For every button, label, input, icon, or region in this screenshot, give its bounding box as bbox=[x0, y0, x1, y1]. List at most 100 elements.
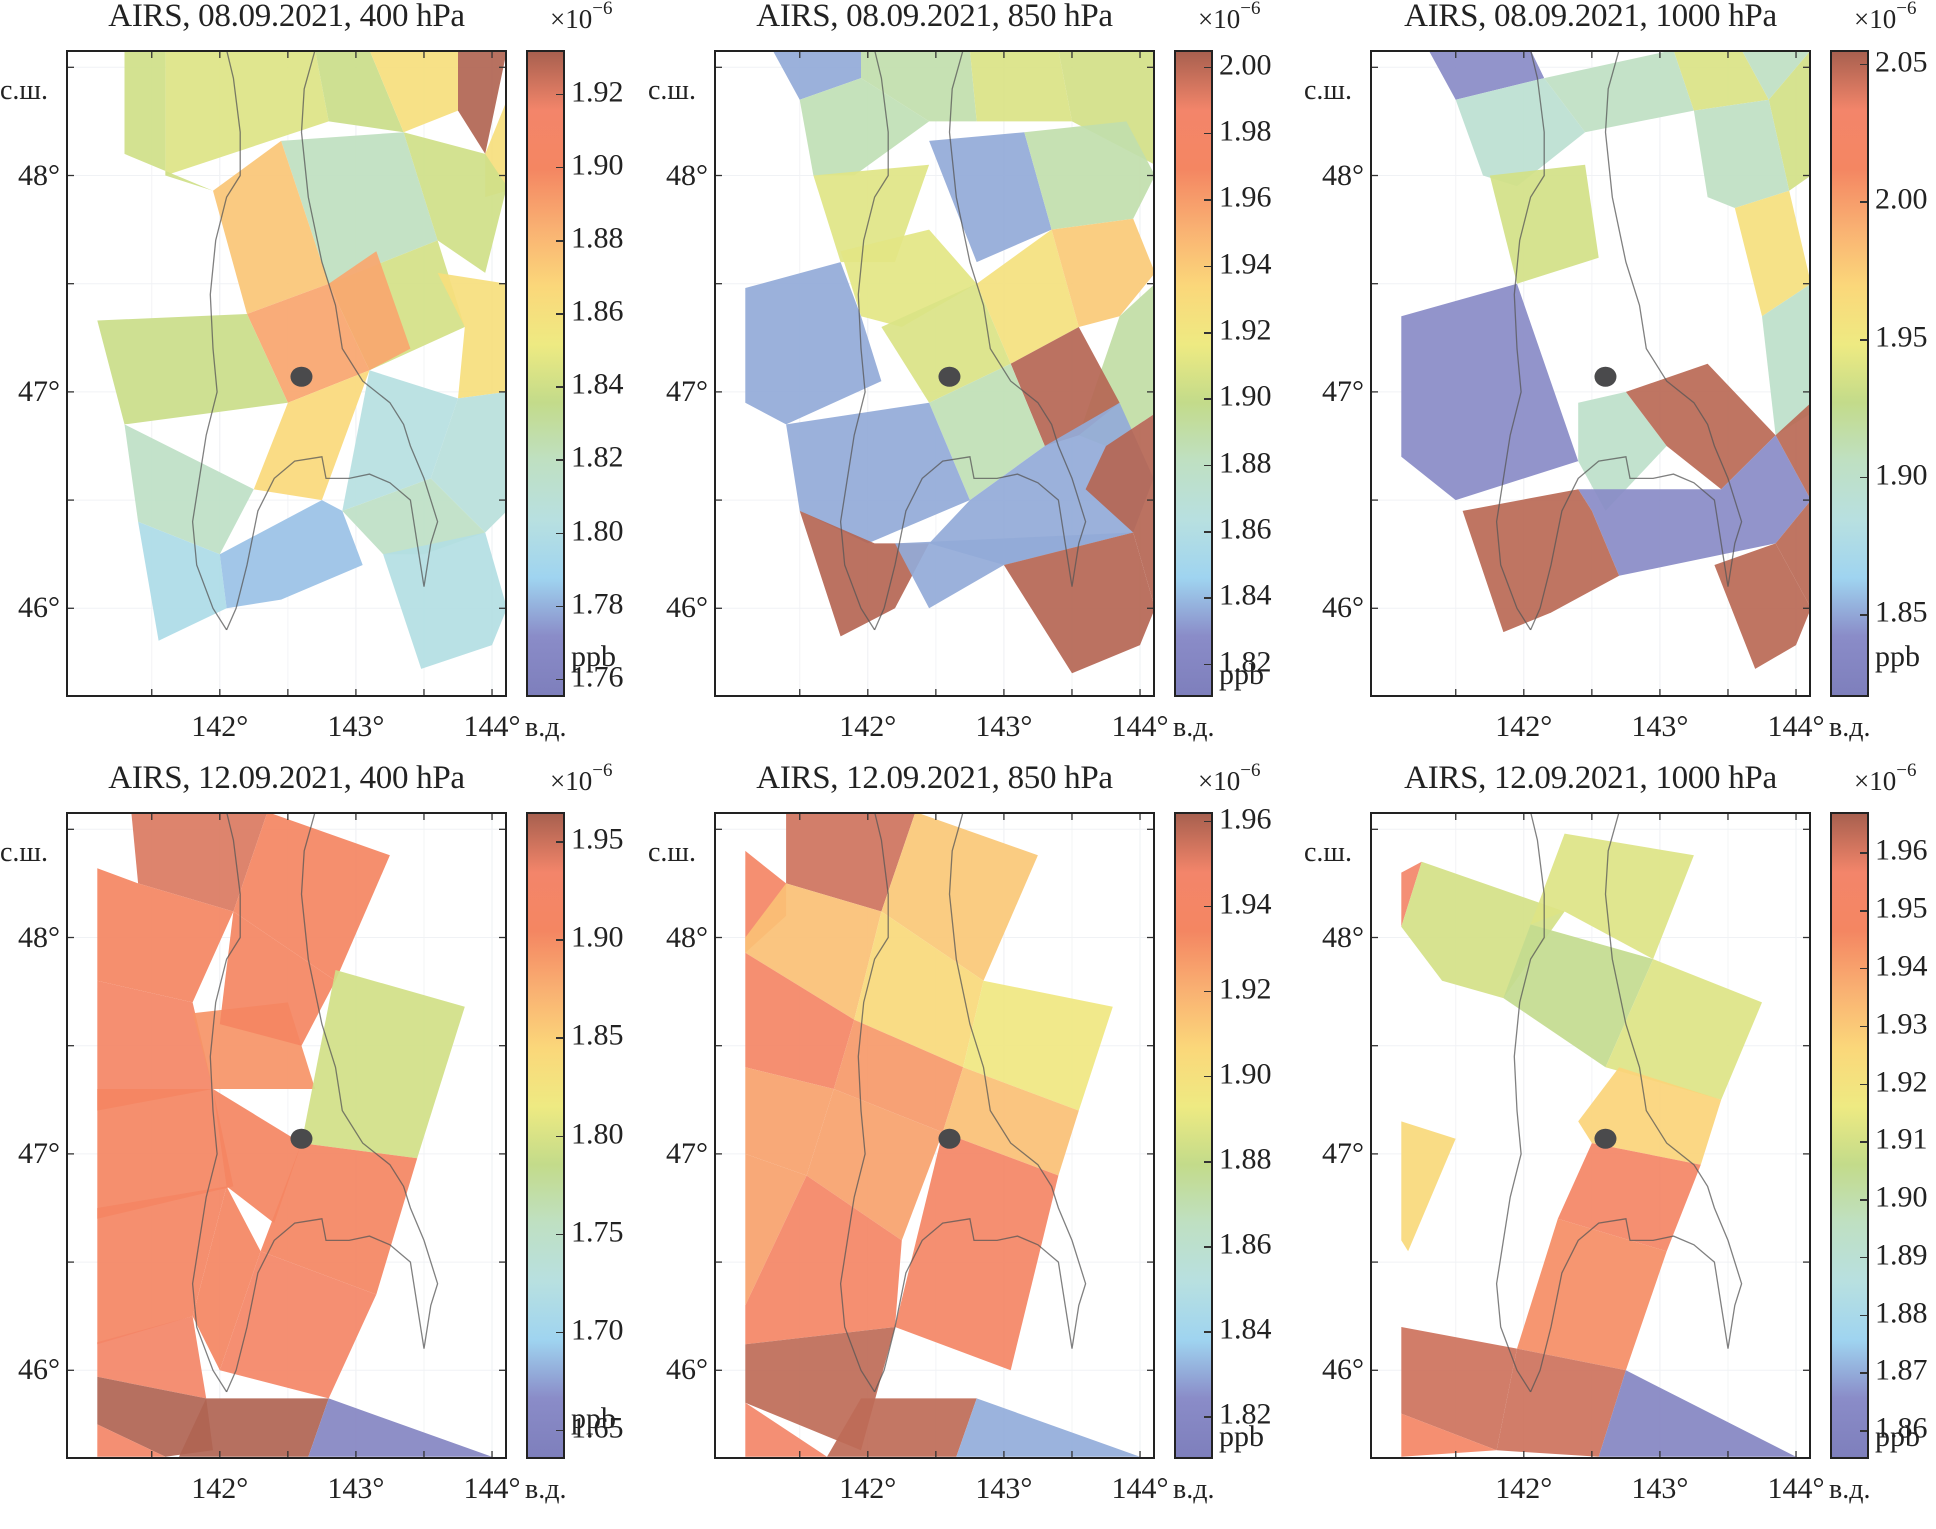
colorbar-tick-mark bbox=[1860, 339, 1867, 341]
data-cell bbox=[97, 1424, 166, 1457]
lon-tick-label: 142° bbox=[1495, 1472, 1553, 1505]
colorbar-tick-mark bbox=[1860, 967, 1867, 970]
data-cell bbox=[1489, 164, 1599, 284]
colorbar-tick-mark bbox=[1204, 398, 1211, 400]
coastline bbox=[1495, 812, 1545, 1393]
lon-tick-label: 142° bbox=[191, 1472, 249, 1505]
colorbar-1 bbox=[526, 50, 565, 697]
data-cell bbox=[895, 1132, 1059, 1371]
data-cell bbox=[1496, 1348, 1626, 1457]
lon-tick-label: 143° bbox=[327, 1472, 385, 1505]
colorbar-tick-mark bbox=[1204, 265, 1211, 268]
colorbar-tick-label: 1.86 bbox=[1875, 1411, 1928, 1445]
data-cell bbox=[403, 132, 507, 273]
colorbar-tick-mark bbox=[1204, 663, 1211, 666]
data-cell bbox=[97, 1089, 234, 1219]
colorbar-tick-mark bbox=[1204, 1416, 1211, 1418]
data-cell bbox=[328, 251, 411, 371]
data-cell bbox=[799, 510, 930, 637]
colorbar-unit: ppb bbox=[1875, 640, 1920, 673]
colorbar-tick-label: 1.94 bbox=[1219, 246, 1272, 280]
coastline bbox=[226, 812, 439, 1393]
coastline bbox=[1530, 812, 1743, 1393]
colorbar-exponent-base: ×10 bbox=[550, 4, 593, 34]
colorbar-tick-mark bbox=[556, 678, 563, 681]
data-cell bbox=[1503, 924, 1654, 1068]
lon-tick-label: 143° bbox=[975, 710, 1033, 743]
lat-tick-label: 46° bbox=[666, 591, 708, 625]
lat-tick-label: 48° bbox=[18, 920, 60, 954]
lon-tick-label: 142° bbox=[839, 710, 897, 743]
data-cell bbox=[1605, 959, 1762, 1100]
data-cell bbox=[745, 1153, 807, 1306]
lat-tick-label: 47° bbox=[666, 1136, 708, 1170]
colorbar-tick-label: 1.88 bbox=[1219, 446, 1272, 480]
colorbar-tick-mark bbox=[556, 313, 563, 315]
data-cell bbox=[1455, 78, 1586, 187]
colorbar-tick-label: 1.90 bbox=[1875, 458, 1928, 492]
colorbar-exponent: ×10−6 bbox=[1198, 760, 1260, 797]
lon-tick-label: 144° bbox=[463, 710, 521, 743]
colorbar-tick-mark bbox=[1860, 1199, 1867, 1201]
lat-unit-label: с.ш. bbox=[1304, 837, 1352, 868]
colorbar-tick-label: 1.90 bbox=[571, 148, 624, 182]
colorbar-tick-mark bbox=[556, 240, 563, 242]
map-plot-area bbox=[66, 50, 507, 697]
colorbar-tick-label: 1.80 bbox=[571, 513, 624, 547]
station-marker bbox=[938, 366, 961, 387]
lat-tick-label: 48° bbox=[1322, 158, 1364, 192]
map-panel-1: AIRS, 08.09.2021, 400 hPa с.ш. в.д. ×10−… bbox=[0, 0, 640, 760]
colorbar-exponent-power: −6 bbox=[592, 760, 613, 781]
colorbar-tick-label: 1.82 bbox=[1219, 645, 1272, 679]
colorbar-tick-mark bbox=[556, 532, 563, 534]
data-cell bbox=[1401, 1327, 1517, 1451]
colorbar-exponent: ×10−6 bbox=[550, 0, 612, 35]
colorbar-tick-label: 1.88 bbox=[571, 221, 624, 255]
colorbar-tick-mark bbox=[556, 386, 563, 388]
colorbar-tick-label: 1.94 bbox=[1875, 949, 1928, 983]
map-plot-area bbox=[66, 812, 507, 1459]
colorbar-tick-label: 1.80 bbox=[571, 1116, 624, 1150]
data-cell bbox=[881, 283, 1011, 403]
lat-tick-label: 47° bbox=[18, 1136, 60, 1170]
data-cell bbox=[315, 50, 404, 133]
coastline bbox=[874, 812, 1087, 1393]
colorbar-tick-mark bbox=[556, 1429, 563, 1432]
data-cell bbox=[1462, 489, 1620, 633]
lat-tick-label: 48° bbox=[666, 158, 708, 192]
colorbar-tick-label: 1.85 bbox=[571, 1018, 624, 1052]
data-cell bbox=[383, 532, 507, 669]
data-cell bbox=[219, 1251, 377, 1399]
colorbar-exponent: ×10−6 bbox=[1854, 760, 1916, 797]
data-cell bbox=[1024, 121, 1155, 230]
colorbar-tick-mark bbox=[556, 166, 563, 169]
lon-tick-label: 143° bbox=[1631, 1472, 1689, 1505]
colorbar-tick-label: 1.86 bbox=[1219, 1227, 1272, 1261]
colorbar-tick-label: 1.75 bbox=[571, 1214, 624, 1248]
colorbar-6 bbox=[1830, 812, 1869, 1459]
data-cell bbox=[1714, 543, 1811, 669]
colorbar-tick-mark bbox=[1204, 531, 1211, 533]
lat-tick-label: 47° bbox=[18, 374, 60, 408]
colorbar-exponent: ×10−6 bbox=[1198, 0, 1260, 35]
colorbar-tick-label: 1.96 bbox=[1219, 801, 1272, 835]
colorbar-exponent: ×10−6 bbox=[1854, 0, 1917, 35]
data-cell bbox=[430, 391, 507, 533]
data-cell bbox=[1085, 413, 1155, 609]
data-cell bbox=[942, 1067, 1079, 1176]
station-marker bbox=[1594, 1128, 1617, 1149]
coastline bbox=[1530, 50, 1743, 631]
colorbar-exponent-power: −6 bbox=[1896, 0, 1917, 19]
lat-tick-label: 47° bbox=[1322, 1136, 1364, 1170]
colorbar-tick-label: 1.90 bbox=[571, 920, 624, 954]
data-cell bbox=[124, 424, 254, 555]
data-cell bbox=[806, 1089, 943, 1241]
colorbar-tick-mark bbox=[1860, 1430, 1867, 1432]
panel-title: AIRS, 08.09.2021, 850 hPa bbox=[756, 0, 1113, 34]
panel-title: AIRS, 12.09.2021, 1000 hPa bbox=[1404, 760, 1777, 796]
data-cell bbox=[929, 363, 1045, 501]
colorbar-exponent-base: ×10 bbox=[1854, 766, 1897, 796]
lat-unit-label: с.ш. bbox=[648, 75, 696, 106]
data-cell bbox=[1578, 435, 1811, 576]
station-marker bbox=[938, 1128, 961, 1149]
